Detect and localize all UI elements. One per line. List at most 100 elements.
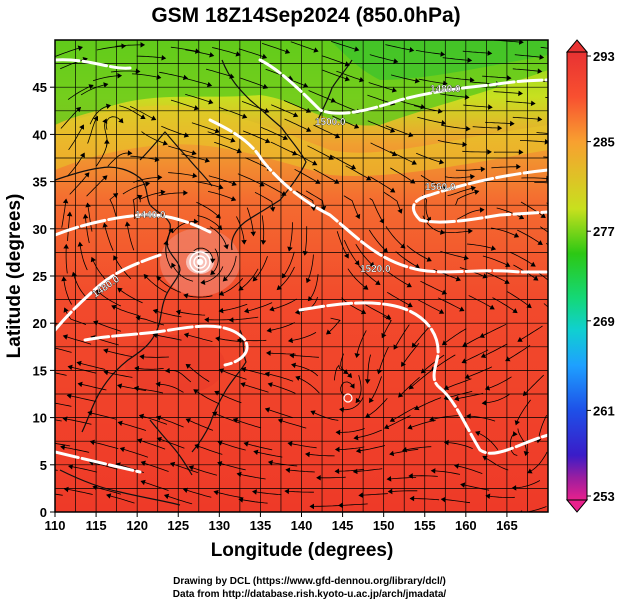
streamline (168, 145, 197, 155)
streamline (265, 408, 294, 419)
streamline-arrow (463, 255, 469, 261)
streamline (89, 105, 111, 125)
credit-data: Data from http://database.rish.kyoto-u.a… (172, 589, 447, 600)
streamline-arrow (537, 68, 543, 74)
streamline-arrow (490, 245, 497, 251)
streamline-arrow (209, 258, 216, 264)
streamline-arrow (191, 150, 197, 156)
streamline (288, 222, 293, 251)
streamline (194, 444, 223, 455)
streamline (161, 125, 189, 137)
streamline-arrow (407, 424, 413, 430)
streamline (223, 255, 237, 282)
streamline-arrow (261, 53, 268, 60)
streamline-arrow (169, 461, 176, 468)
streamline-arrow (183, 190, 188, 196)
streamline-arrow (218, 368, 225, 374)
streamline-arrow (210, 269, 216, 276)
streamline (170, 462, 199, 473)
streamline (343, 240, 360, 266)
streamline (367, 120, 395, 132)
streamline (204, 318, 234, 321)
streamline-arrow (161, 55, 167, 61)
streamline-arrow (157, 174, 163, 181)
streamline-arrow (376, 369, 383, 375)
streamline (78, 383, 107, 391)
streamline-arrow (315, 179, 321, 184)
streamline-arrow (355, 447, 361, 454)
streamline (416, 152, 444, 164)
streamline-arrow (165, 367, 170, 374)
streamline (67, 84, 94, 100)
streamline-arrow (76, 360, 82, 367)
streamline (353, 468, 383, 473)
streamline-arrow (518, 40, 524, 45)
streamline (515, 399, 531, 425)
streamline (254, 192, 274, 212)
streamline (143, 274, 167, 293)
streamline-arrow (62, 416, 68, 422)
streamline (336, 428, 365, 433)
streamline (87, 203, 93, 232)
streamline-arrow (135, 315, 141, 321)
streamline-arrow (183, 293, 189, 299)
streamline (444, 378, 472, 390)
streamline (335, 446, 365, 450)
streamline (207, 131, 235, 142)
streamline (63, 335, 92, 345)
streamline-arrow (111, 304, 117, 310)
streamline (390, 167, 415, 184)
y-tick-label: 5 (40, 458, 47, 473)
contour-label: 1500.0 (315, 117, 346, 128)
streamline (401, 343, 420, 367)
streamline-arrow (93, 115, 98, 122)
streamline-arrow (561, 133, 565, 137)
streamline-arrow (240, 382, 246, 388)
streamline (219, 303, 248, 312)
streamline (172, 221, 198, 234)
streamline-arrow (398, 392, 404, 398)
streamline-arrow (215, 213, 221, 219)
streamline-arrow (193, 218, 199, 225)
streamline-arrow (509, 120, 515, 127)
streamline-arrow (306, 126, 312, 132)
streamline (168, 172, 197, 177)
streamline-arrow (102, 118, 108, 124)
y-tick-label: 40 (33, 127, 47, 142)
streamline-arrow (411, 159, 417, 165)
streamline-arrow (391, 87, 397, 93)
streamline (370, 176, 395, 193)
streamline (409, 370, 432, 390)
streamline-arrow (402, 446, 408, 453)
streamline (104, 118, 108, 148)
streamline (276, 266, 295, 290)
streamline-arrow (453, 463, 460, 469)
streamline-arrow (397, 208, 403, 214)
streamline (339, 396, 364, 411)
streamline (132, 73, 161, 79)
streamline-arrow (479, 207, 485, 213)
streamline (447, 187, 476, 196)
streamline (72, 272, 87, 298)
streamline-arrow (409, 495, 415, 502)
streamline-arrow (544, 139, 548, 145)
streamline (521, 177, 548, 179)
streamline (181, 153, 210, 162)
streamline (340, 353, 352, 378)
streamline (444, 442, 473, 449)
streamline-arrow (92, 484, 98, 491)
streamline (347, 268, 369, 290)
streamline (176, 311, 206, 316)
streamline (482, 255, 510, 267)
streamline (104, 371, 133, 378)
streamline (514, 54, 544, 58)
streamline-arrow (66, 393, 72, 399)
streamline (185, 49, 214, 57)
streamline-arrow (284, 48, 291, 54)
streamline (246, 207, 254, 236)
streamline-arrow (135, 68, 141, 75)
streamline (283, 100, 311, 113)
streamline (313, 124, 340, 138)
streamline-arrow (264, 407, 271, 413)
streamline-arrow (526, 303, 532, 309)
